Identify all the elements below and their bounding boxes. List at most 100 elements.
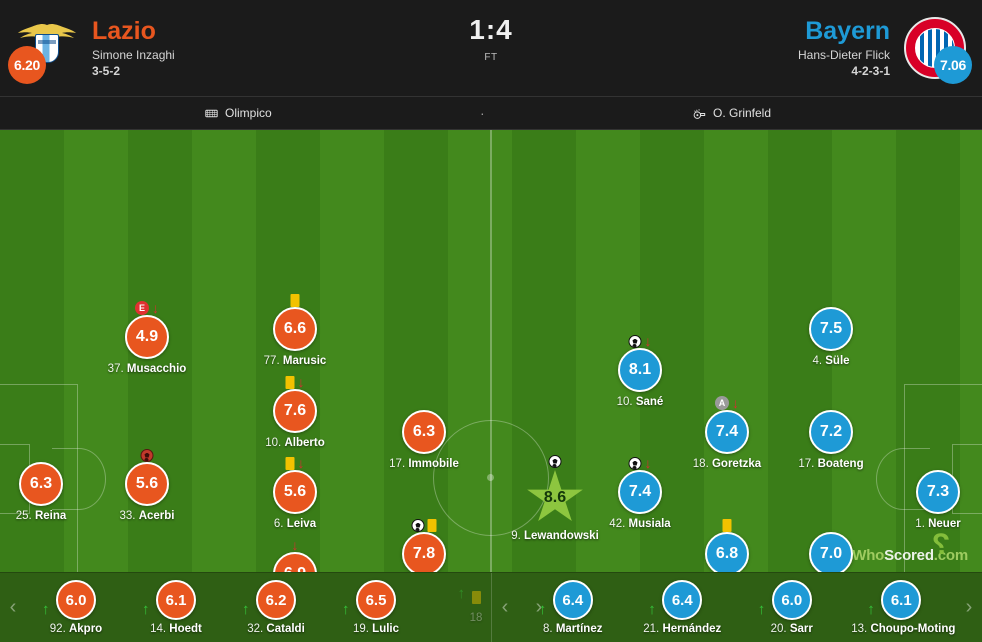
player-card[interactable]: 5.6 ↓ 6. Leiva bbox=[235, 456, 355, 530]
substitute-card[interactable]: ↑ 6.4 8. Martínez bbox=[523, 580, 623, 635]
whistle-icon bbox=[693, 108, 706, 119]
player-rating-bubble[interactable]: 6.8 bbox=[705, 518, 749, 572]
home-team-block[interactable]: 6.20 Lazio Simone Inzaghi 3-5-2 bbox=[0, 17, 400, 84]
player-rating: 6.9 bbox=[284, 565, 306, 572]
player-name: 10. Sané bbox=[580, 396, 700, 408]
sub-on-arrow-icon: ↑ bbox=[648, 601, 656, 618]
away-team-block[interactable]: Bayern Hans-Dieter Flick 4-2-3-1 7.06 bbox=[582, 17, 982, 84]
sub-rating-bubble[interactable]: 6.2 bbox=[256, 580, 296, 620]
player-card[interactable]: 6.9↓21. Milinkovic-Savic bbox=[235, 538, 355, 572]
substitute-card[interactable]: ↑ 6.2 32. Cataldi bbox=[226, 580, 326, 635]
away-bench-next-button[interactable]: › bbox=[965, 596, 973, 618]
referee-info: O. Grinfeld bbox=[692, 106, 771, 120]
sub-rating-bubble[interactable]: 6.5 bbox=[356, 580, 396, 620]
player-rating-bubble[interactable]: 6.3 bbox=[402, 410, 446, 454]
sub-rating-bubble[interactable]: 6.4 bbox=[552, 580, 593, 620]
player-rating-bubble[interactable]: 7.4 A ↓ bbox=[705, 396, 749, 454]
substitutes-bar: ‹ ↑ 6.0 92. Akpro ↑ 6.1 14. Hoedt ↑ 6.2 32. Cata… bbox=[0, 572, 982, 642]
player-number: 77. bbox=[263, 355, 280, 367]
player-rating-bubble[interactable]: 7.0 bbox=[809, 532, 853, 572]
player-number: 25. bbox=[15, 510, 32, 522]
home-team-name[interactable]: Lazio bbox=[92, 17, 156, 46]
player-name: 4. Süle bbox=[771, 355, 891, 367]
sub-rating-bubble[interactable]: 6.0 bbox=[771, 580, 812, 620]
player-rating-bubble[interactable]: 7.8 bbox=[402, 518, 446, 572]
player-card[interactable]: 6.3 25. Reina bbox=[0, 462, 101, 522]
sub-number: 20. bbox=[770, 623, 787, 635]
substitute-card[interactable]: ↑ 6.0 92. Akpro bbox=[26, 580, 126, 635]
player-card[interactable]: 8.1 ↓ 10. Sané bbox=[580, 334, 700, 408]
player-rating: 8.1 bbox=[628, 361, 652, 378]
halfway-line bbox=[490, 130, 492, 572]
substitute-card[interactable]: ↑ 6.0 20. Sarr bbox=[742, 580, 842, 635]
player-card[interactable]: 6.6 77. Marusic bbox=[235, 293, 355, 367]
player-rating-bubble[interactable]: 7.2 bbox=[809, 410, 853, 454]
home-bench-next-button[interactable]: › bbox=[535, 596, 543, 618]
substitute-card[interactable]: ↑ 6.4 21. Hernández bbox=[632, 580, 732, 635]
whoscored-question-mark: ? bbox=[931, 528, 950, 561]
penalty-arc-right bbox=[876, 448, 930, 510]
sub-surname: Hernández bbox=[662, 623, 722, 635]
player-badges: A ↓ bbox=[715, 395, 739, 411]
player-number: 4. bbox=[812, 355, 823, 367]
assist-icon: A bbox=[715, 396, 729, 410]
player-rating-bubble[interactable]: 7.6 ↓ bbox=[273, 375, 317, 433]
away-bench-prev-button[interactable]: ‹ bbox=[501, 596, 509, 618]
player-card[interactable]: 4.9 E ↓ 37. Musacchio bbox=[87, 301, 207, 375]
player-rating-bubble[interactable]: 7.3 bbox=[916, 470, 960, 514]
sub-on-arrow-icon: ↑ bbox=[242, 601, 250, 618]
player-card[interactable]: 6.86. Kimmich bbox=[667, 518, 787, 572]
sub-rating-bubble[interactable]: 6.4 bbox=[662, 580, 703, 620]
player-card[interactable]: 8.6 9. Lewandowski bbox=[495, 454, 615, 542]
substitute-card[interactable]: ↑ 6.5 19. Lulic bbox=[326, 580, 426, 635]
sub-off-arrow-icon: ↓ bbox=[644, 455, 652, 471]
player-rating-bubble[interactable]: 6.3 bbox=[19, 462, 63, 506]
away-team-meta: Bayern Hans-Dieter Flick 4-2-3-1 bbox=[798, 17, 890, 78]
player-rating-bubble[interactable]: 7.5 bbox=[809, 307, 853, 351]
sub-number: 19. bbox=[352, 623, 369, 635]
sub-rating-bubble[interactable]: 6.1 bbox=[881, 580, 922, 620]
away-team-name[interactable]: Bayern bbox=[805, 17, 890, 46]
substitute-card[interactable]: ↑ 6.1 13. Choupo-Moting bbox=[851, 580, 955, 635]
player-rating-bubble[interactable]: 6.6 bbox=[273, 293, 317, 351]
substitute-card[interactable]: ↑ 6.1 14. Hoedt bbox=[126, 580, 226, 635]
sub-rating-bubble[interactable]: 6.0 bbox=[56, 580, 96, 620]
player-card[interactable]: 7.6 ↓ 10. Alberto bbox=[235, 375, 355, 449]
player-badges bbox=[722, 517, 732, 533]
player-rating-bubble[interactable]: 4.9 E ↓ bbox=[125, 301, 169, 359]
player-rating-bubble[interactable]: 6.9 ↓ bbox=[273, 538, 317, 572]
player-card[interactable]: 5.6 33. Acerbi bbox=[87, 448, 207, 522]
sub-name: 13. Choupo-Moting bbox=[851, 623, 955, 635]
player-card[interactable]: 6.3 17. Immobile bbox=[364, 410, 484, 470]
player-rating-bubble[interactable]: 8.6 bbox=[526, 454, 584, 526]
player-rating-bubble[interactable]: 5.6 ↓ bbox=[273, 456, 317, 514]
player-card[interactable]: 7.5 4. Süle bbox=[771, 307, 891, 367]
player-card[interactable]: 7.811. Correa bbox=[364, 518, 484, 572]
own-goal-icon bbox=[140, 448, 154, 462]
substitute-card[interactable]: ↑ 18 bbox=[426, 586, 526, 624]
player-rating-bubble[interactable]: 8.1 ↓ bbox=[618, 334, 662, 392]
yellow-card-icon bbox=[471, 591, 481, 604]
player-rating: 6.8 bbox=[715, 545, 739, 562]
sub-badges bbox=[471, 591, 481, 604]
player-rating-bubble[interactable]: 7.4 ↓ bbox=[618, 456, 662, 514]
player-name: 9. Lewandowski bbox=[495, 530, 615, 542]
sub-surname: Lulic bbox=[372, 623, 400, 635]
sub-off-arrow-icon: ↓ bbox=[297, 455, 305, 471]
player-card[interactable]: 7.2 17. Boateng bbox=[771, 410, 891, 470]
player-rating: 8.6 bbox=[543, 489, 567, 506]
player-badges: E ↓ bbox=[135, 300, 159, 316]
player-card[interactable]: 7.4 ↓ 42. Musiala bbox=[580, 456, 700, 530]
player-badges: ↓ bbox=[628, 333, 652, 349]
sub-rating-bubble[interactable]: 6.1 bbox=[156, 580, 196, 620]
player-rating-bubble[interactable]: 5.6 bbox=[125, 448, 169, 506]
player-name: 77. Marusic bbox=[235, 355, 355, 367]
sub-bubble-wrap: ↑ 6.1 bbox=[142, 580, 196, 620]
player-card[interactable]: 7.3 1. Neuer bbox=[878, 470, 982, 530]
player-card[interactable]: 7.027. Alaba bbox=[771, 532, 891, 572]
player-number: 18. bbox=[692, 458, 709, 470]
player-card[interactable]: 7.4 A ↓ 18. Goretzka bbox=[667, 396, 787, 470]
away-team-formation: 4-2-3-1 bbox=[851, 63, 890, 78]
home-bench-prev-button[interactable]: ‹ bbox=[9, 596, 17, 618]
player-name: 17. Immobile bbox=[364, 458, 484, 470]
